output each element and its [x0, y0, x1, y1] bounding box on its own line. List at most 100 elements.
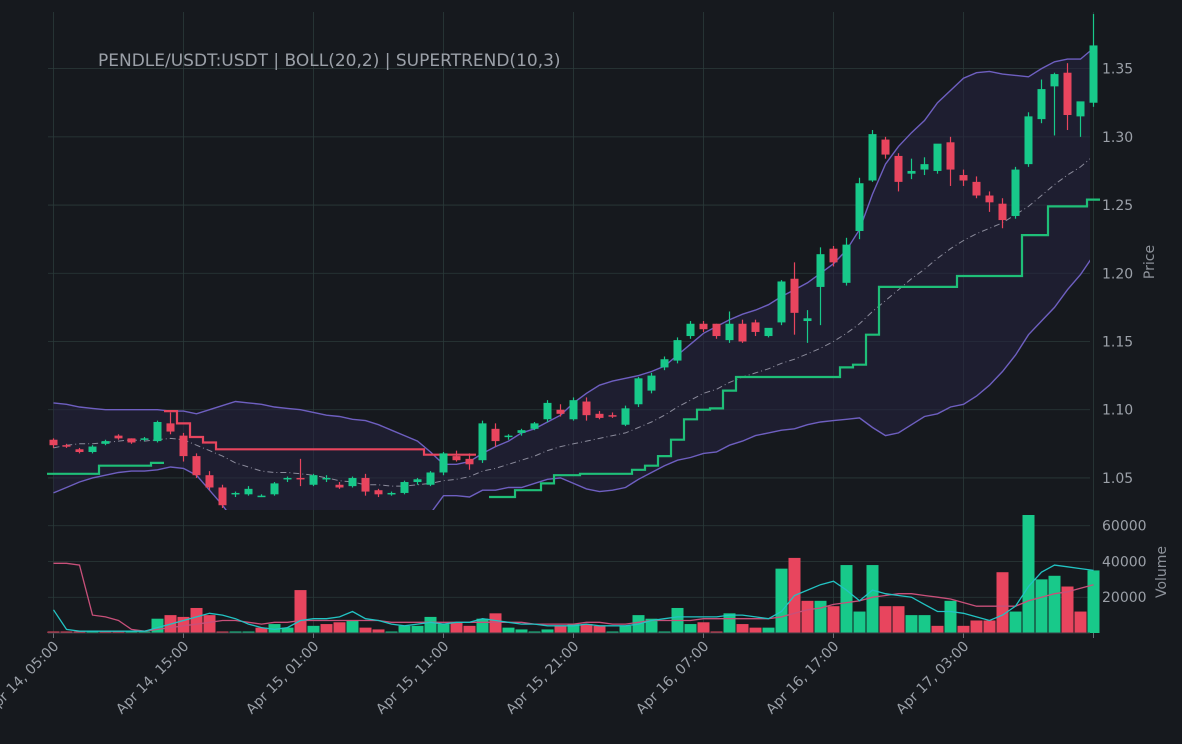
candle-body	[413, 479, 422, 483]
candle-body	[75, 449, 84, 453]
volume-bar	[450, 622, 463, 633]
price-tick-label: 1.25	[1102, 198, 1133, 214]
candle-body	[309, 475, 318, 485]
chart-title: PENDLE/USDT:USDT | BOLL(20,2) | SUPERTRE…	[98, 51, 561, 71]
candle-body	[387, 492, 396, 495]
volume-bar	[736, 624, 749, 633]
volume-bar	[996, 572, 1009, 633]
candle-body	[192, 456, 201, 476]
price-axis-title: Price	[1142, 245, 1158, 279]
candle-body	[179, 435, 188, 457]
candle-body	[907, 170, 916, 174]
candle-body	[322, 477, 331, 480]
volume-bar	[138, 631, 151, 633]
volume-bar	[268, 624, 281, 633]
volume-bar	[190, 607, 203, 633]
volume-bar	[853, 611, 866, 633]
volume-bar	[606, 631, 619, 633]
volume-bar	[866, 565, 879, 633]
candle-body	[699, 323, 708, 330]
volume-bar	[359, 627, 372, 633]
volume-bar	[320, 624, 333, 633]
candle-body	[218, 487, 227, 506]
candle-body	[140, 438, 149, 440]
candle-body	[62, 445, 71, 447]
candle-body	[608, 415, 617, 417]
candle-body	[296, 477, 305, 480]
candle-body	[1076, 101, 1085, 117]
volume-bar	[411, 625, 424, 633]
candle-body	[426, 472, 435, 485]
candle-body	[738, 323, 747, 342]
volume-bar	[476, 618, 489, 633]
volume-bar	[801, 600, 814, 633]
volume-bar	[593, 625, 606, 633]
candle-body	[361, 477, 370, 492]
volume-bar	[697, 622, 710, 633]
candle-body	[348, 477, 357, 487]
volume-bar	[658, 631, 671, 633]
candle-body	[790, 278, 799, 313]
supertrend-up-segment	[489, 198, 1100, 499]
candle-body	[205, 475, 214, 488]
volume-bar	[437, 624, 450, 633]
volume-bar	[112, 631, 125, 633]
volume-bar	[580, 624, 593, 633]
volume-tick-label: 40000	[1102, 554, 1147, 570]
candle-body	[829, 248, 838, 263]
candle-body	[1063, 72, 1072, 116]
price-tick-label: 1.35	[1102, 62, 1133, 78]
candle-body	[777, 281, 786, 323]
volume-bar	[86, 631, 99, 633]
volume-bar	[385, 631, 398, 633]
candle-body	[660, 359, 669, 368]
candle-body	[764, 327, 773, 337]
candle-body	[868, 134, 877, 181]
candle-body	[478, 423, 487, 461]
volume-bar	[931, 625, 944, 633]
volume-bar	[255, 627, 268, 633]
volume-bar	[125, 631, 138, 633]
volume-bar	[840, 565, 853, 633]
volume-bar	[73, 631, 86, 633]
candle-body	[101, 441, 110, 444]
volume-bar	[346, 620, 359, 633]
volume-ma-fast-line	[52, 564, 1094, 632]
volume-bar	[294, 590, 307, 633]
candle-body	[1024, 116, 1033, 165]
volume-moving-averages	[52, 562, 1094, 632]
price-tick-label: 1.15	[1102, 334, 1133, 350]
candle-body	[686, 323, 695, 337]
volume-bar	[918, 615, 931, 633]
volume-bar	[983, 620, 996, 633]
volume-bar	[463, 625, 476, 633]
candle-body	[88, 446, 97, 453]
volume-bar	[645, 618, 658, 633]
volume-bar	[424, 616, 437, 633]
candle-body	[504, 435, 513, 438]
candle-body	[400, 482, 409, 493]
candle-body	[803, 318, 812, 322]
volume-bar	[1035, 579, 1048, 633]
candle-body	[491, 428, 500, 442]
bollinger-mid-line	[53, 158, 1090, 487]
candle-body	[920, 164, 929, 170]
volume-bar	[619, 625, 632, 633]
volume-bar	[541, 629, 554, 633]
volume-bar	[242, 631, 255, 633]
volume-bar	[502, 627, 515, 633]
candle-body	[894, 155, 903, 182]
volume-tick-label: 60000	[1102, 519, 1147, 535]
candle-body	[998, 203, 1007, 221]
candle-body	[816, 254, 825, 287]
volume-bar	[762, 627, 775, 633]
candle-body	[712, 323, 721, 337]
volume-bar	[1009, 611, 1022, 633]
volume-bar	[528, 631, 541, 633]
volume-bar	[1074, 611, 1087, 633]
candle-body	[270, 483, 279, 495]
volume-bar	[1022, 515, 1035, 633]
candles	[49, 14, 1098, 508]
